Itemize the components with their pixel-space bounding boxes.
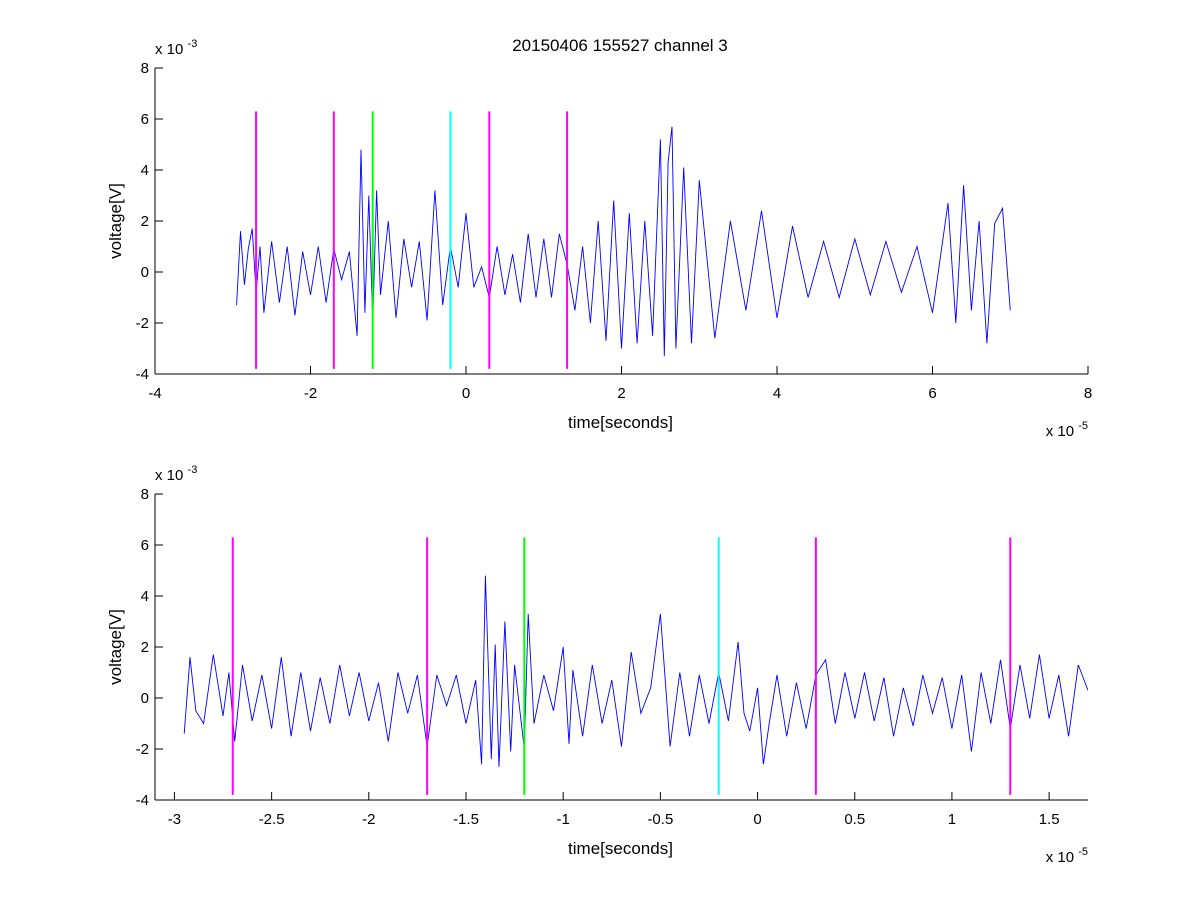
y-tick-label: 8 — [141, 60, 149, 77]
x-tick-label: 1 — [948, 811, 956, 828]
figure-title: 20150406 155527 channel 3 — [512, 36, 728, 55]
x-axis-label: time[seconds] — [568, 413, 673, 432]
y-tick-label: 2 — [141, 213, 149, 230]
x-tick-label: 0 — [753, 811, 761, 828]
y-tick-label: 0 — [141, 264, 149, 281]
y-exponent-label: x 10 -3 — [155, 464, 197, 484]
x-tick-label: -3 — [168, 811, 181, 828]
y-tick-label: 6 — [141, 537, 149, 554]
y-tick-label: -2 — [136, 315, 149, 332]
x-tick-label: 0.5 — [844, 811, 865, 828]
y-tick-label: 2 — [141, 639, 149, 656]
y-tick-label: 8 — [141, 486, 149, 503]
signal-series-line — [236, 126, 1011, 357]
y-tick-label: 0 — [141, 690, 149, 707]
x-exponent-label: x 10 -5 — [1046, 420, 1088, 440]
x-tick-label: 0 — [462, 385, 470, 402]
x-axis-label: time[seconds] — [568, 839, 673, 858]
x-tick-label: 6 — [928, 385, 936, 402]
y-exponent-label: x 10 -3 — [155, 38, 197, 58]
x-tick-label: -2 — [304, 385, 317, 402]
y-axis-label: voltage[V] — [106, 609, 125, 685]
y-tick-label: -2 — [136, 741, 149, 758]
subplot-bottom: -3 -2.5 -2 -1.5 -1 -0.5 0 0.5 1 1.5 -4 -2 0 2 4 6 8 x 10 … — [106, 464, 1088, 866]
x-tick-label: -1.5 — [453, 811, 479, 828]
y-tick-label: 4 — [141, 162, 149, 179]
y-tick-label: 6 — [141, 111, 149, 128]
x-exponent-label: x 10 -5 — [1046, 846, 1088, 866]
x-tick-label: -2 — [362, 811, 375, 828]
x-tick-label: -4 — [148, 385, 161, 402]
y-tick-label: 4 — [141, 588, 149, 605]
x-tick-label: 4 — [773, 385, 781, 402]
y-tick-label: -4 — [136, 366, 149, 383]
x-tick-label: -2.5 — [259, 811, 285, 828]
x-tick-label: 1.5 — [1039, 811, 1060, 828]
x-tick-label: -0.5 — [647, 811, 673, 828]
y-tick-label: -4 — [136, 792, 149, 809]
x-tick-label: 8 — [1084, 385, 1092, 402]
x-tick-label: -1 — [557, 811, 570, 828]
signal-series-line — [183, 575, 1088, 767]
x-tick-label: 2 — [617, 385, 625, 402]
subplot-top: -4 -2 0 2 4 6 8 -4 -2 0 2 4 6 8 x 10 -3 x 10 -5 time[sec… — [106, 38, 1092, 440]
y-axis-label: voltage[V] — [106, 183, 125, 259]
